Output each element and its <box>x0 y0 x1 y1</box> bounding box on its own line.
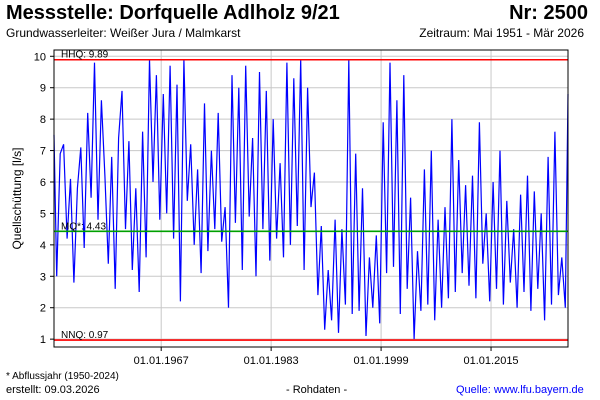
y-tick-label: 1 <box>40 334 46 346</box>
y-tick-label: 2 <box>40 303 46 315</box>
period-label: Zeitraum: Mai 1951 - Mär 2026 <box>419 26 584 40</box>
y-axis-label: Quellschüttung [l/s] <box>10 147 24 249</box>
raw-data-label: - Rohdaten - <box>286 384 348 396</box>
x-tick-label: 01.01.1967 <box>134 355 189 367</box>
x-tick-label: 01.01.1999 <box>354 355 409 367</box>
footnote: * Abflussjahr (1950-2024) <box>6 371 119 382</box>
y-tick-label: 6 <box>40 177 46 189</box>
discharge-series-line <box>53 59 569 340</box>
y-tick-label: 9 <box>40 83 46 95</box>
axes: 1 2 3 4 5 6 7 8 9 10 01.01.1967 01.01.1983 01.01.199… <box>10 49 569 367</box>
y-tick-label: 3 <box>40 271 46 283</box>
series-layer <box>53 59 569 340</box>
reference-lines: HHQ: 9.89 MQ*: 4.43 NNQ: 0.97 <box>54 50 568 341</box>
reference-line-label: MQ*: 4.43 <box>61 221 106 232</box>
reference-line-label: HHQ: 9.89 <box>61 50 109 61</box>
reference-line-label: NNQ: 0.97 <box>61 330 109 341</box>
plot-frame <box>53 49 569 348</box>
y-tick-label: 5 <box>40 208 46 220</box>
chart-title: Messstelle: Dorfquelle Adlholz 9/21 <box>6 2 340 24</box>
station-number: Nr: 2500 <box>509 2 588 24</box>
y-tick-label: 4 <box>40 240 46 252</box>
x-tick-label: 01.01.1983 <box>244 355 299 367</box>
y-tick-label: 8 <box>40 114 46 126</box>
created-date: erstellt: 09.03.2026 <box>6 384 100 396</box>
source-link[interactable]: Quelle: www.lfu.bayern.de <box>456 384 584 396</box>
y-tick-label: 7 <box>40 146 46 158</box>
aquifer-label: Grundwasserleiter: Weißer Jura / Malmkar… <box>6 26 241 40</box>
y-tick-label: 10 <box>34 51 46 63</box>
x-tick-label: 01.01.2015 <box>464 355 519 367</box>
